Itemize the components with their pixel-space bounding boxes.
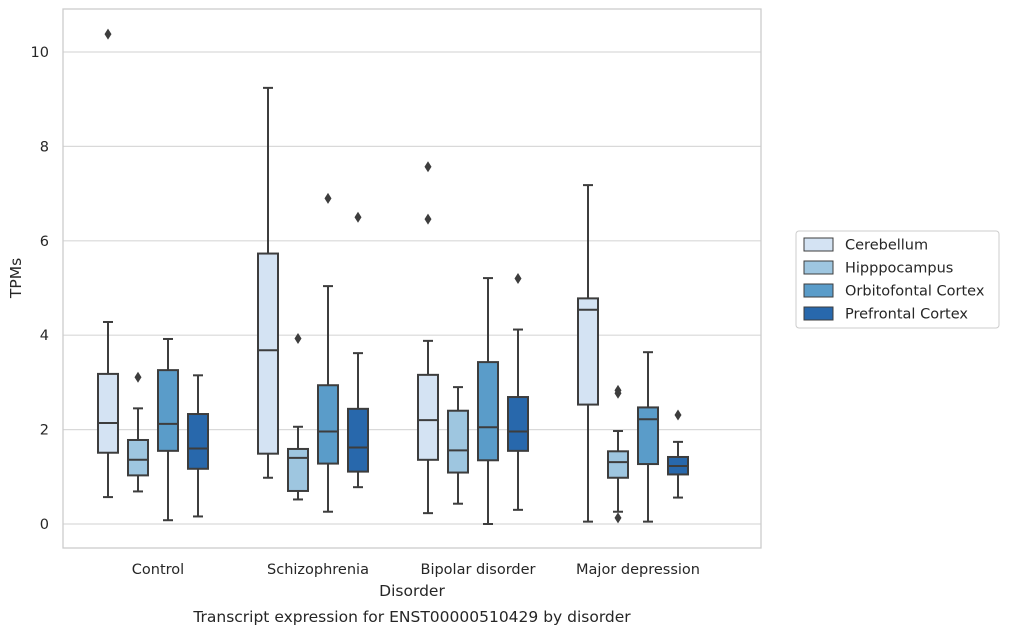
chart-caption: Transcript expression for ENST0000051042… [192,608,631,626]
box-3-1 [347,211,369,489]
outlier-marker [134,371,142,383]
box-2-2 [477,277,499,525]
legend-label: Orbitofontal Cortex [845,284,985,300]
box-1-1 [287,333,309,501]
legend-label: Prefrontal Cortex [845,307,968,323]
outlier-marker [104,28,112,40]
x-tick-label: Major depression [576,562,700,578]
legend-frame [795,230,1000,329]
box-0-2 [417,161,439,515]
box-1-3 [607,384,629,524]
x-axis-label: Disorder [379,582,445,600]
x-axis-ticks: Control Schizophrenia Bipolar disorder Majo… [132,562,700,578]
y-tick-label: 10 [31,45,49,61]
box-iqr [607,450,629,479]
outlier-marker [674,409,682,421]
box-iqr [97,372,119,454]
y-tick-label: 8 [40,139,49,155]
box-3-2 [507,273,529,511]
plot-frame [62,8,762,549]
box-2-0 [157,337,179,522]
box-iqr [477,361,499,462]
outlier-marker [424,213,432,225]
x-tick-label: Control [132,562,184,578]
y-axis-ticks: 0 2 4 6 8 10 [31,45,49,533]
outlier-marker [424,161,432,173]
x-tick-label: Bipolar disorder [421,562,536,578]
box-iqr [637,406,659,466]
box-1-2 [447,386,469,505]
gridlines [63,51,761,525]
box-iqr [157,369,179,452]
box-2-3 [637,351,659,523]
box-0-3 [577,184,599,523]
box-iqr [347,407,369,473]
box-iqr [287,447,309,492]
outlier-marker [614,512,622,524]
y-tick-label: 4 [40,328,49,344]
legend-swatch [803,306,834,321]
legend-label: Cerebellum [845,238,928,254]
outlier-marker [324,192,332,204]
box-iqr [507,396,529,452]
outlier-marker [514,273,522,285]
y-tick-label: 0 [40,517,49,533]
box-groups [97,28,689,525]
outlier-marker [614,384,622,396]
legend: Cerebellum Hipppocampus Orbitofontal Corte… [795,230,1000,329]
box-iqr [257,252,279,455]
box-iqr [577,297,599,406]
y-tick-label: 2 [40,423,49,439]
legend-swatch [803,283,834,298]
outlier-marker [294,333,302,345]
box-0-0 [97,28,119,499]
box-1-0 [127,371,149,493]
box-iqr [447,409,469,474]
box-2-1 [317,192,339,513]
y-axis-label: TPMs [7,258,25,299]
y-tick-label: 6 [40,234,49,250]
box-3-3 [667,409,689,499]
box-iqr [127,438,149,477]
x-tick-label: Schizophrenia [267,562,369,578]
box-3-0 [187,374,209,518]
box-iqr [317,384,339,465]
box-iqr [417,373,439,461]
legend-swatch [803,260,834,275]
box-iqr [187,413,209,470]
legend-label: Hipppocampus [845,261,953,277]
box-0-1 [257,86,279,479]
outlier-marker [354,211,362,223]
legend-swatch [803,237,834,252]
